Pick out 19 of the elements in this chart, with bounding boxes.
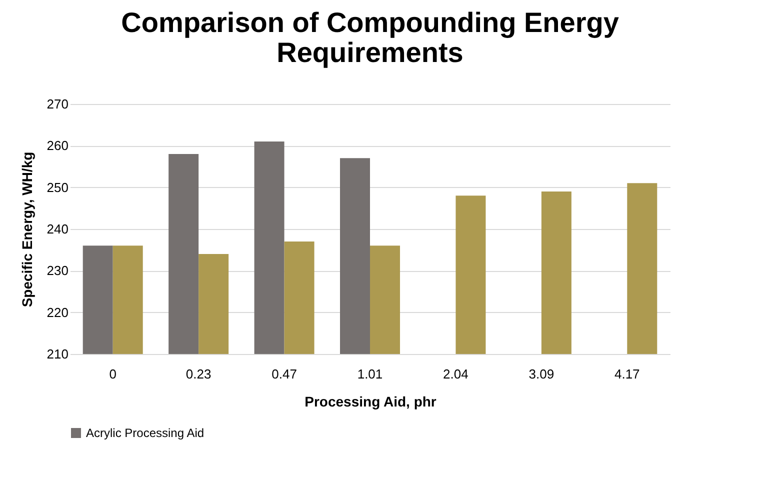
text: Requirements [276, 37, 464, 68]
y-tick-label: 230 [46, 263, 68, 278]
text: Comparison of Compounding Energy [121, 7, 619, 38]
y-tick-label: 260 [46, 138, 68, 154]
y-tick-label: 220 [46, 304, 68, 320]
y-tick-label: 250 [46, 180, 68, 195]
x-tick-label: 2.04 [443, 366, 468, 382]
x-axis-title: Processing Aid, phr [304, 394, 437, 410]
y-tick-label: 210 [46, 346, 68, 362]
x-tick-label: 3.09 [528, 366, 554, 382]
x-tick-label: 1.01 [357, 366, 383, 382]
y-axis-title: Specific Energy, WH/kg [18, 152, 35, 308]
x-tick-label: 0.47 [272, 366, 297, 382]
x-tick-label: 0.23 [186, 366, 212, 382]
y-tick-label: 270 [46, 96, 68, 112]
legend-label: Acrylic Processing Aid [86, 426, 204, 440]
x-tick-label: 0 [109, 366, 116, 382]
y-tick-label: 240 [46, 222, 68, 236]
x-tick-label: 4.17 [614, 366, 640, 382]
